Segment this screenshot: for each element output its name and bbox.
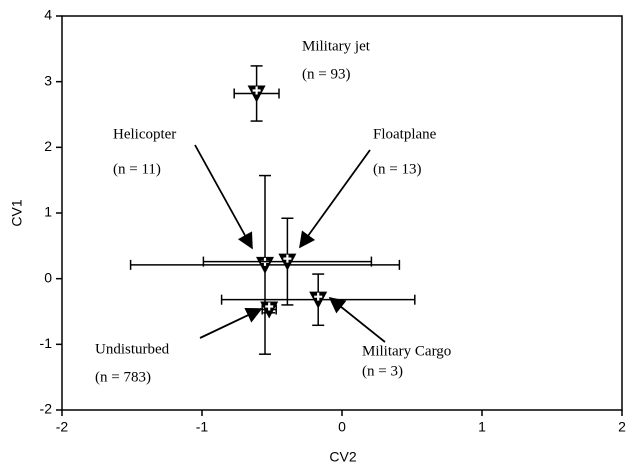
- y-axis-label: CV1: [9, 199, 25, 226]
- annotation-arrow: [199, 307, 263, 339]
- annotation-name: Military jet: [302, 38, 371, 54]
- y-tick-label: -2: [40, 401, 53, 417]
- y-tick-label: 0: [44, 269, 52, 285]
- annotation-arrow: [194, 144, 253, 250]
- y-tick-label: 3: [44, 72, 52, 88]
- x-tick-label: -2: [56, 419, 69, 435]
- annotation-n: (n = 93): [302, 66, 350, 82]
- x-tick-label: -1: [196, 419, 209, 435]
- annotation-name: Floatplane: [373, 126, 437, 142]
- annotation-arrow: [299, 149, 371, 249]
- annotation-name: Military Cargo: [362, 343, 451, 359]
- annotation-arrow: [328, 296, 386, 343]
- marker-cross: [265, 302, 274, 311]
- y-tick-label: -1: [40, 335, 53, 351]
- x-tick-label: 0: [338, 419, 346, 435]
- marker-cross: [314, 292, 323, 301]
- annotation-name: Helicopter: [113, 126, 176, 142]
- annotation-n: (n = 11): [113, 161, 161, 177]
- y-tick-label: 2: [44, 138, 52, 154]
- x-tick-label: 2: [618, 419, 626, 435]
- annotation-n: (n = 13): [373, 161, 421, 177]
- marker-cross: [252, 86, 261, 95]
- x-axis-label: CV2: [329, 449, 356, 465]
- annotation-name: Undisturbed: [95, 341, 170, 357]
- marker-cross: [283, 254, 292, 263]
- y-tick-label: 1: [44, 204, 52, 220]
- y-tick-label: 4: [44, 7, 52, 23]
- annotation-n: (n = 783): [95, 369, 151, 385]
- x-tick-label: 1: [478, 419, 486, 435]
- annotation-n: (n = 3): [362, 363, 403, 379]
